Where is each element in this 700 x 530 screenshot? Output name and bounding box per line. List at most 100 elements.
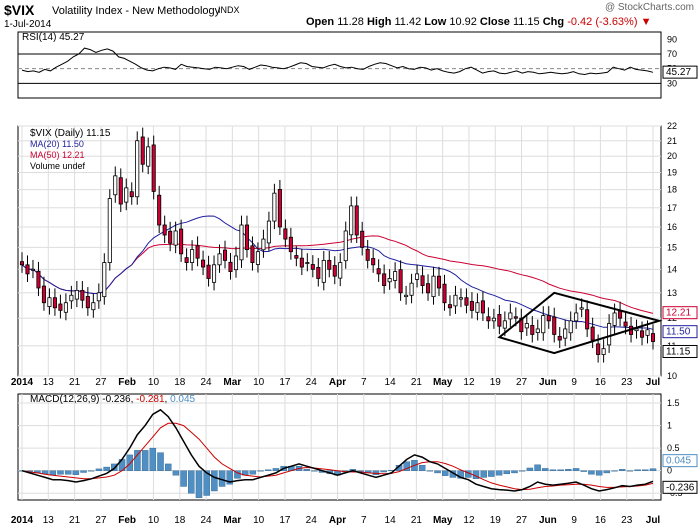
candle-body <box>382 273 387 286</box>
x-tick-label-macd: 9 <box>571 515 577 526</box>
candle-body <box>288 236 293 253</box>
macd-hist-bar <box>426 470 434 472</box>
x-tick-label: 21 <box>411 377 423 388</box>
candle-body <box>458 297 463 300</box>
candle-body <box>30 268 36 271</box>
open-label: Open <box>306 16 335 28</box>
candle-body <box>530 325 535 335</box>
macd-hist-bar <box>80 470 87 473</box>
x-tick-label: 24 <box>200 377 212 388</box>
candle-body <box>327 259 332 270</box>
price-y-tick: 17 <box>667 203 677 213</box>
candle-body <box>212 264 217 283</box>
x-tick-label-macd: 13 <box>43 515 55 526</box>
candle-body <box>563 328 568 339</box>
x-tick-label: 7 <box>361 377 367 388</box>
candle-body <box>360 230 365 248</box>
ma20-tag: 11.50 <box>666 327 691 338</box>
macd-hist-bar <box>303 469 310 471</box>
x-tick-label: 14 <box>385 377 397 388</box>
candle-body <box>508 312 513 320</box>
rsi-line <box>21 47 654 76</box>
candle-body <box>557 335 562 341</box>
ohlc-readout: Open 11.28 High 11.42 Low 10.92 Close 11… <box>306 16 651 28</box>
x-tick-label-macd: 10 <box>253 515 265 526</box>
close-value: 11.15 <box>512 16 540 28</box>
candle-body <box>618 310 623 319</box>
x-tick-label-macd: 24 <box>306 515 318 526</box>
macd-line <box>21 408 654 492</box>
x-tick-label-macd: 21 <box>69 515 81 526</box>
watermark: @ StockCharts.com <box>604 2 694 13</box>
down-arrow-icon: ▼ <box>640 16 652 28</box>
ma50-tag-box <box>662 306 698 320</box>
macd-hist-bar <box>180 470 187 487</box>
legends: RSI(14) 45.27 $VIX (Daily) 11.15 MA(20) … <box>22 32 196 405</box>
x-tick-label: 10 <box>253 377 265 388</box>
candle-body <box>415 273 420 280</box>
macd-hist-bar <box>457 470 464 479</box>
macd-hist-bar <box>434 470 441 474</box>
candle-body <box>453 294 458 307</box>
candle-body <box>239 224 244 261</box>
candle-body <box>266 220 271 244</box>
macd-hist-bar <box>557 469 564 471</box>
candle-body <box>464 297 469 306</box>
candle-body <box>513 316 518 319</box>
macd-y-tick: 1.5 <box>667 398 680 408</box>
candle-body <box>365 248 370 261</box>
macd-hist-bar <box>595 470 603 476</box>
candle-body <box>376 268 381 275</box>
price-y-tick: 16 <box>667 222 677 232</box>
price-panel <box>19 127 663 363</box>
candle-body <box>612 312 617 326</box>
macd-hist-bar <box>103 466 110 471</box>
macd-hist-bar <box>642 469 649 471</box>
candle-body <box>129 191 134 198</box>
x-tick-label: 17 <box>279 377 291 388</box>
macd-hist-bar <box>134 450 141 471</box>
candle-body <box>299 257 304 268</box>
macd-hist-bar <box>141 450 149 471</box>
rsi-legend: RSI(14) 45.27 <box>22 32 85 43</box>
price-legend: $VIX (Daily) 11.15 <box>30 128 111 139</box>
macd-hist-bar <box>403 461 410 471</box>
ma20-line <box>21 215 654 330</box>
macd-y-tick: 1 <box>667 421 672 431</box>
candle-body <box>41 285 46 304</box>
price-y-tick: 15 <box>667 242 677 252</box>
candle-body <box>310 264 315 270</box>
candle-body <box>469 301 474 311</box>
x-tick-label: 19 <box>490 377 502 388</box>
candle-body <box>639 330 645 338</box>
candle-body <box>426 283 431 294</box>
x-tick-label-macd: 7 <box>361 515 367 526</box>
exchange: INDX <box>218 5 240 15</box>
candle-body <box>179 228 184 255</box>
macd-hist-bar <box>172 470 180 476</box>
rsi-panel <box>18 47 661 84</box>
signal-legend-value: -0.281 <box>136 394 165 405</box>
rsi-y-tick: 30 <box>667 78 677 88</box>
candle-body <box>255 251 260 265</box>
candle-body <box>74 289 79 300</box>
macd-hist-bar <box>495 470 503 476</box>
candle-body <box>442 283 447 304</box>
macd-hist-bar <box>88 470 95 472</box>
macd-hist-bar <box>64 470 72 475</box>
macd-hist-bar <box>549 469 557 471</box>
candle-body <box>244 224 249 250</box>
x-tick-label-macd: May <box>433 515 453 526</box>
macd-hist-bar <box>249 470 257 475</box>
macd-hist-bar <box>357 470 364 472</box>
macd-hist-bar <box>542 468 549 471</box>
chg-value: -0.42 (-3.63%) ▼ <box>567 16 651 28</box>
candle-body <box>222 249 228 261</box>
candle-body <box>387 278 392 283</box>
quote-date: 1-Jul-2014 <box>4 19 52 30</box>
x-tick-label: Jul <box>646 377 661 388</box>
close-tag-box <box>662 344 698 358</box>
price-y-tick: 21 <box>667 136 677 146</box>
